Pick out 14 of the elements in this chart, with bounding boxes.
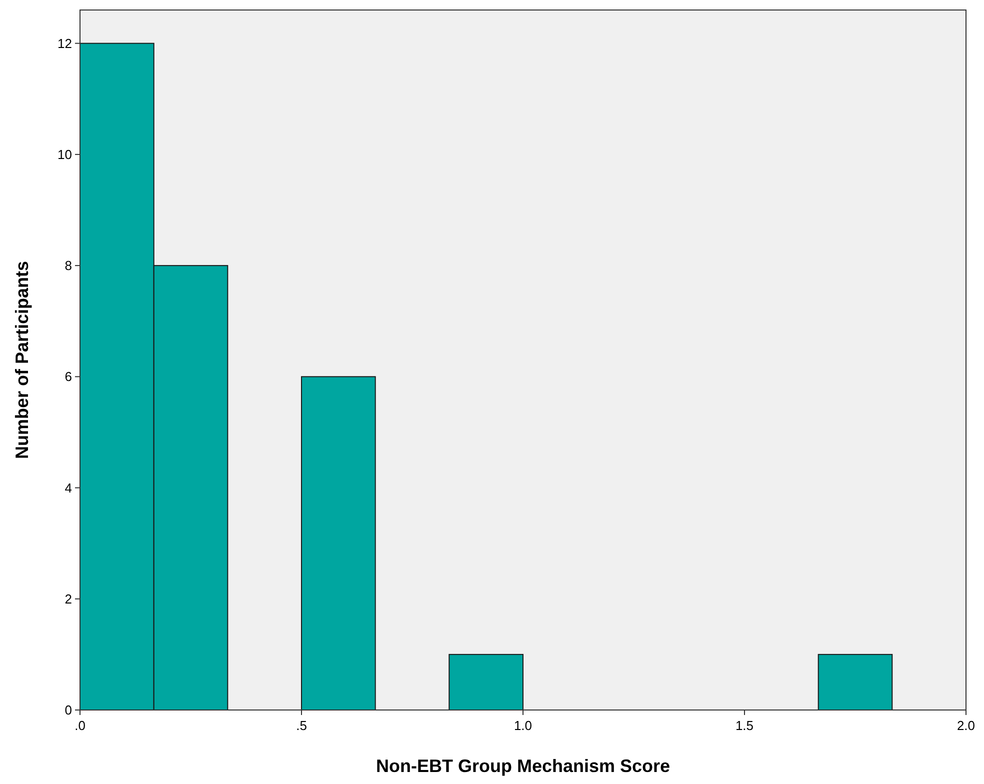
x-axis-title: Non-EBT Group Mechanism Score <box>376 756 670 776</box>
y-tick-label: 6 <box>64 369 72 384</box>
x-tick-label: 2.0 <box>956 718 976 733</box>
x-tick-label: .5 <box>296 718 307 733</box>
x-tick-label: 1.5 <box>735 718 754 733</box>
y-tick-label: 12 <box>58 36 72 51</box>
y-tick-label: 8 <box>64 258 72 274</box>
y-tick-label: 4 <box>64 480 72 496</box>
y-tick-label: 2 <box>64 591 72 606</box>
y-axis-title: Number of Participants <box>12 260 32 460</box>
x-tick-label: 1.0 <box>514 718 532 733</box>
y-tick-label: 0 <box>64 702 72 718</box>
y-tick-label: 10 <box>58 146 72 162</box>
x-tick-label: .0 <box>74 718 86 733</box>
